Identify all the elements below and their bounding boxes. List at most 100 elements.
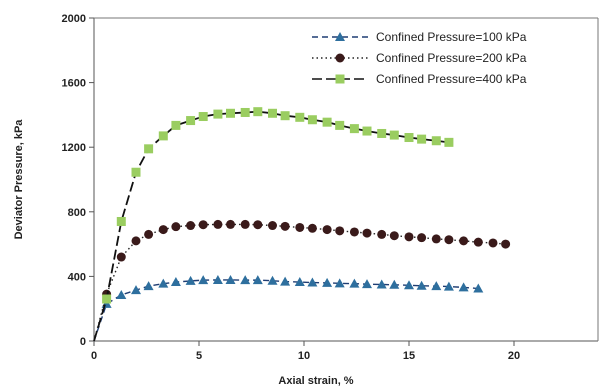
data-point xyxy=(280,221,290,231)
data-point xyxy=(171,222,181,232)
data-point xyxy=(225,274,236,284)
series-3 xyxy=(93,107,454,342)
data-point xyxy=(416,280,427,290)
data-point xyxy=(186,116,196,126)
data-point xyxy=(322,277,333,287)
data-point xyxy=(158,131,168,141)
data-point xyxy=(198,112,208,122)
data-point xyxy=(295,112,305,122)
data-point xyxy=(268,221,277,231)
y-tick-label: 800 xyxy=(68,207,86,219)
data-point xyxy=(198,275,209,285)
data-point xyxy=(226,219,235,229)
x-tick-label: 5 xyxy=(196,350,202,362)
data-point xyxy=(417,233,427,243)
data-point xyxy=(252,275,263,285)
data-point xyxy=(389,231,399,241)
data-point xyxy=(488,238,498,248)
data-point xyxy=(213,109,223,119)
data-point xyxy=(377,128,387,138)
data-point xyxy=(294,277,305,287)
x-tick-label: 15 xyxy=(403,350,415,362)
data-point xyxy=(335,74,345,84)
legend-label: Confined Pressure=400 kPa xyxy=(376,72,527,86)
data-point xyxy=(334,278,345,288)
data-point xyxy=(268,108,277,118)
x-tick-label: 0 xyxy=(91,350,97,362)
data-point xyxy=(431,281,442,291)
data-point xyxy=(307,277,318,287)
data-point xyxy=(267,275,278,285)
data-point xyxy=(431,136,441,146)
data-point xyxy=(240,107,250,117)
y-tick-label: 0 xyxy=(80,336,86,348)
x-tick-label: 20 xyxy=(508,350,520,362)
data-point xyxy=(459,236,469,246)
data-point xyxy=(349,124,359,134)
data-point xyxy=(389,130,399,140)
legend-item: Confined Pressure=100 kPa xyxy=(312,30,527,44)
series-1 xyxy=(93,274,484,342)
data-point xyxy=(377,229,387,239)
data-point xyxy=(102,294,112,304)
legend-item: Confined Pressure=400 kPa xyxy=(312,72,527,86)
data-point xyxy=(143,281,154,291)
y-tick-label: 400 xyxy=(68,271,86,283)
data-point xyxy=(349,278,360,288)
data-point xyxy=(212,274,223,284)
data-point xyxy=(158,225,168,235)
data-point xyxy=(322,117,332,127)
data-point xyxy=(362,279,372,289)
data-point xyxy=(198,220,208,230)
legend-item: Confined Pressure=200 kPa xyxy=(312,51,527,65)
data-point xyxy=(417,134,427,144)
data-point xyxy=(280,276,291,286)
data-point xyxy=(335,120,345,130)
data-point xyxy=(253,220,263,230)
data-point xyxy=(170,277,181,287)
data-point xyxy=(444,137,454,147)
data-point xyxy=(131,167,141,177)
legend-label: Confined Pressure=200 kPa xyxy=(376,51,527,65)
series-layer xyxy=(93,107,511,342)
data-point xyxy=(253,107,263,117)
ticks: 0 400 800 1200 1600 2000 0 5 10 15 20 xyxy=(62,13,521,362)
data-point xyxy=(185,275,196,285)
data-point xyxy=(444,235,454,245)
data-point xyxy=(307,115,317,125)
data-point xyxy=(362,228,372,238)
legend: Confined Pressure=100 kPa Confined Pressu… xyxy=(312,30,527,86)
data-point xyxy=(404,232,414,242)
data-point xyxy=(213,219,223,229)
y-axis-title: Deviator Pressure, kPa xyxy=(13,119,25,240)
y-tick-label: 2000 xyxy=(62,13,86,25)
legend-label: Confined Pressure=100 kPa xyxy=(376,30,527,44)
series-2 xyxy=(93,219,511,342)
y-tick-label: 1600 xyxy=(62,78,86,90)
data-point xyxy=(116,252,126,262)
data-point xyxy=(362,126,372,136)
data-point xyxy=(144,144,154,154)
data-point xyxy=(473,237,483,247)
data-point xyxy=(131,236,141,246)
data-point xyxy=(335,226,345,236)
data-point xyxy=(349,227,359,237)
data-point xyxy=(501,239,511,249)
data-point xyxy=(473,283,484,293)
data-point xyxy=(116,216,126,226)
x-axis-title: Axial strain, % xyxy=(278,375,353,387)
data-point xyxy=(240,275,251,285)
data-point xyxy=(186,221,196,231)
data-point xyxy=(389,279,400,289)
data-point xyxy=(295,222,305,232)
data-point xyxy=(116,289,127,299)
data-point xyxy=(144,229,154,239)
x-tick-label: 10 xyxy=(298,350,310,362)
data-point xyxy=(322,225,332,235)
data-point xyxy=(158,278,169,288)
data-point xyxy=(240,219,250,229)
data-point xyxy=(335,53,345,63)
data-point xyxy=(131,285,141,295)
data-point xyxy=(443,281,454,291)
